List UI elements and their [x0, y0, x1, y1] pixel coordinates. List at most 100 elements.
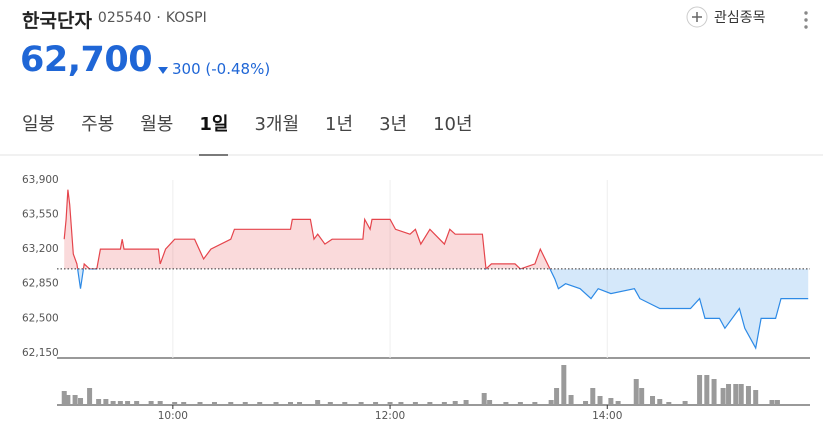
- volume-bar: [583, 401, 589, 405]
- volume-bar: [633, 379, 639, 405]
- volume-bar: [134, 401, 140, 405]
- change: 300 (-0.48%): [158, 60, 270, 78]
- tab[interactable]: 10년: [433, 114, 473, 135]
- volume-bar: [78, 398, 84, 405]
- volume-bar: [615, 401, 621, 405]
- volume-bar: [211, 402, 217, 405]
- volume-bar: [720, 388, 726, 405]
- down-arrow: [158, 66, 168, 74]
- volume-bar: [87, 388, 93, 405]
- volume-bar: [315, 400, 321, 405]
- watch-button[interactable]: 관심종목: [686, 6, 766, 28]
- stock-name: 한국단자: [22, 10, 92, 32]
- volume-bar: [148, 401, 154, 405]
- tab[interactable]: 주봉: [81, 114, 115, 135]
- y-tick-label: 62,850: [22, 278, 59, 290]
- volume-bar: [125, 401, 131, 405]
- volume-bar: [387, 402, 393, 405]
- volume-bar: [65, 395, 71, 405]
- volume-bar: [257, 402, 263, 405]
- volume-bar: [481, 393, 487, 405]
- tab[interactable]: 일봉: [22, 114, 56, 135]
- change-value: 300: [172, 60, 201, 78]
- volume-bar: [561, 365, 567, 405]
- volume-bar: [503, 402, 509, 405]
- volume-bar: [117, 401, 123, 405]
- volume-bar: [697, 375, 703, 405]
- volume-bar: [597, 396, 603, 405]
- volume-bar: [61, 391, 67, 405]
- volume-bar: [590, 388, 596, 405]
- tab[interactable]: 월봉: [140, 114, 174, 135]
- price: 62,700: [20, 40, 153, 80]
- volume-bar: [452, 401, 458, 405]
- volume-bar: [72, 395, 78, 405]
- y-tick-label: 62,150: [22, 347, 59, 359]
- tab[interactable]: 3개월: [254, 114, 300, 135]
- separator: ·: [156, 10, 161, 26]
- change-percent: (-0.48%): [205, 60, 271, 78]
- volume-bar: [242, 402, 248, 405]
- volume-bar: [373, 402, 379, 405]
- volume-bar: [441, 402, 447, 405]
- volume-bar: [412, 402, 418, 405]
- x-tick-label: 10:00: [158, 410, 188, 422]
- tab[interactable]: 1일: [199, 110, 229, 156]
- volume-bar: [427, 402, 433, 405]
- plus-icon: [686, 6, 708, 28]
- volume-bar: [327, 402, 333, 405]
- volume-bar: [745, 386, 751, 405]
- volume-bar: [110, 401, 116, 405]
- volume-bar: [342, 402, 348, 405]
- volume-bar: [288, 402, 294, 405]
- market: KOSPI: [165, 10, 207, 26]
- volume-bar: [228, 402, 234, 405]
- volume-bar: [103, 399, 109, 405]
- volume-bar: [650, 396, 656, 405]
- x-tick-label: 14:00: [592, 410, 622, 422]
- volume-bar: [172, 402, 178, 405]
- volume-bar: [733, 384, 739, 405]
- volume-bar: [568, 395, 574, 405]
- volume-bar: [297, 402, 303, 405]
- volume-bar: [639, 388, 645, 405]
- volume-bar: [554, 388, 560, 405]
- volume-bar: [398, 402, 404, 405]
- volume-bar: [463, 400, 469, 405]
- line-down: [77, 268, 809, 350]
- y-tick-label: 63,200: [22, 243, 59, 255]
- tab[interactable]: 3년: [379, 114, 408, 135]
- menu-button[interactable]: [803, 10, 809, 30]
- area-down: [77, 268, 809, 349]
- volume-bar: [704, 375, 710, 405]
- y-tick-label: 63,550: [22, 208, 59, 220]
- tab[interactable]: 1년: [325, 114, 354, 135]
- volume-bar: [682, 401, 688, 405]
- stock-code: 025540: [97, 10, 152, 26]
- area-up: [64, 189, 809, 269]
- volume-bar: [711, 379, 717, 405]
- y-tick-label: 63,900: [22, 174, 59, 186]
- volume-bar: [666, 402, 672, 405]
- volume-bar: [517, 402, 523, 405]
- line-up: [63, 189, 551, 269]
- volume-bar: [181, 402, 187, 405]
- volume-bar: [608, 398, 614, 405]
- volume-bar: [487, 400, 493, 405]
- volume-bar: [769, 400, 775, 405]
- volume-bar: [738, 384, 744, 405]
- volume-bar: [774, 400, 780, 405]
- watch-label: 관심종목: [714, 10, 766, 26]
- volume-bar: [532, 402, 538, 405]
- volume-bar: [726, 384, 732, 405]
- volume-bar: [358, 402, 364, 405]
- volume-bar: [157, 401, 163, 405]
- volume-bar: [197, 402, 203, 405]
- volume-bar: [273, 402, 279, 405]
- volume-bar: [657, 399, 663, 405]
- x-tick-label: 12:00: [375, 410, 405, 422]
- volume-bar: [548, 400, 554, 405]
- period-tabs: 일봉 주봉 월봉 1일 3개월 1년 3년 10년: [22, 110, 473, 156]
